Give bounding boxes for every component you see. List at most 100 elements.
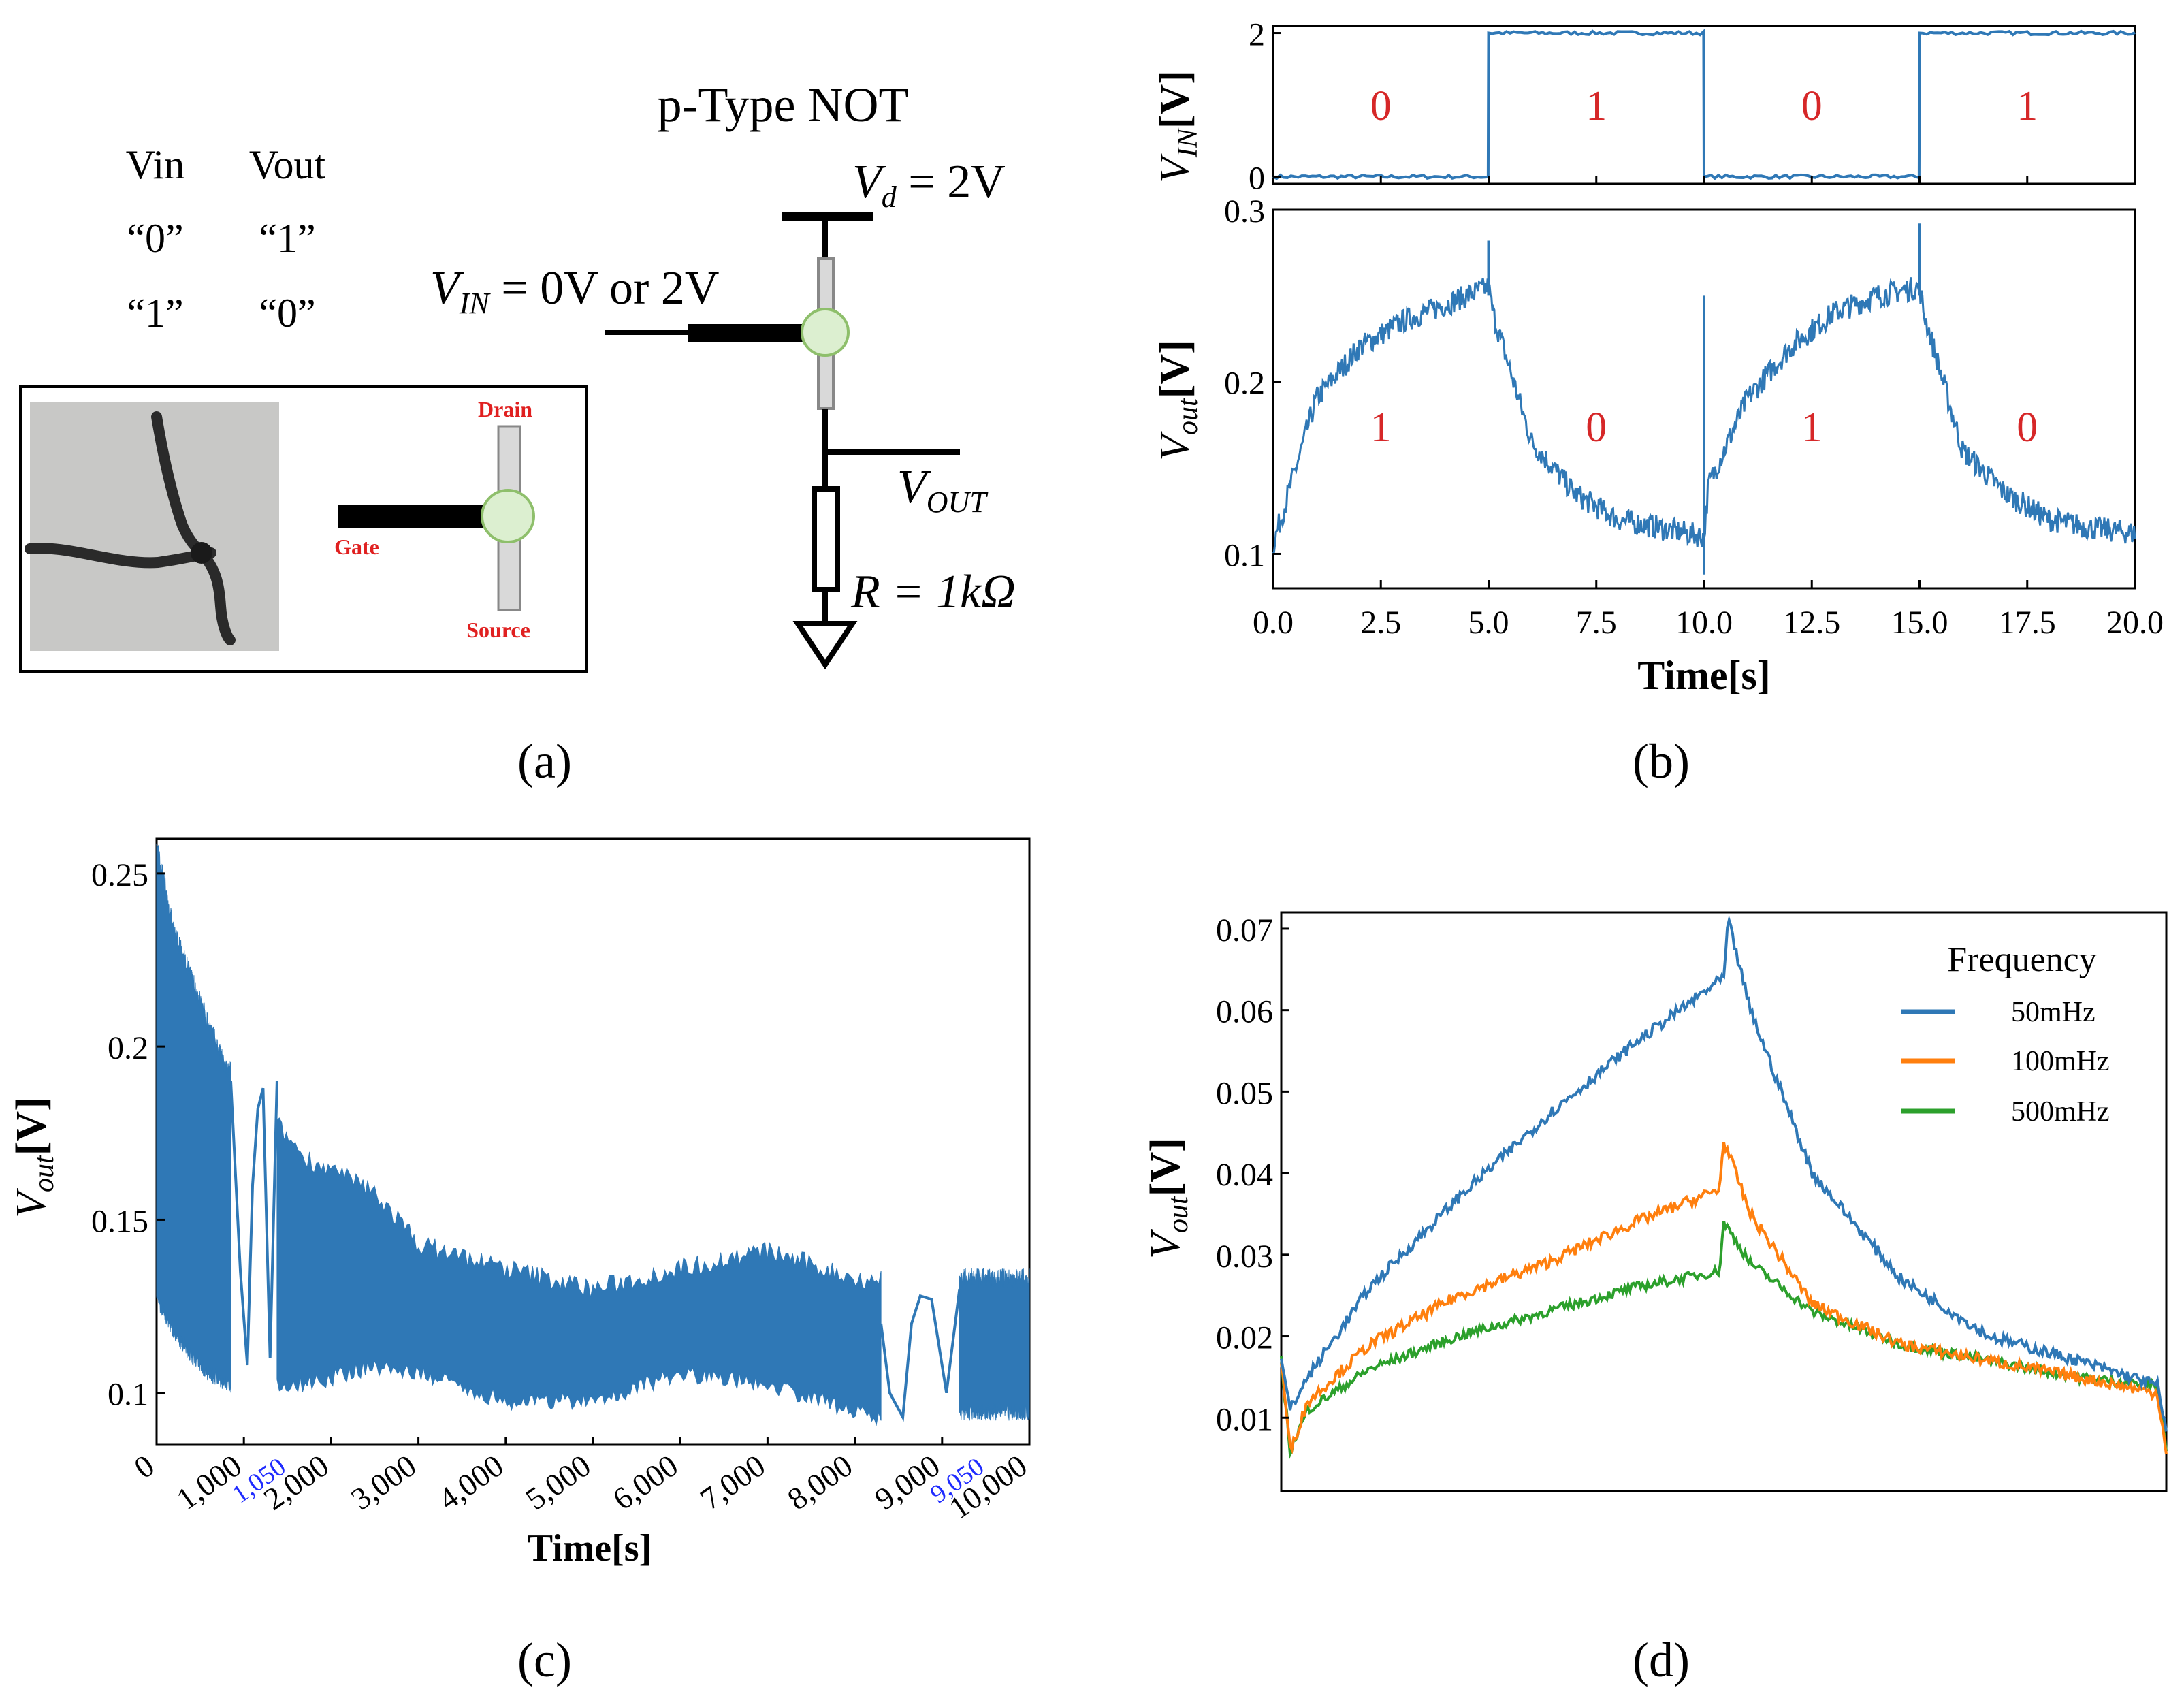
state-annotation: 0 [1586, 404, 1607, 451]
c-xtick-label: 0 [128, 1448, 161, 1485]
legend-label-50mhz: 50mHz [2011, 997, 2095, 1028]
c-xtick-label: 3,000 [344, 1448, 422, 1516]
b-top-ylabel: VIN[V] [1152, 70, 1204, 183]
state-annotation: 1 [1370, 404, 1392, 451]
vin-series-line [1272, 28, 2136, 180]
drain-label: Drain [478, 397, 532, 421]
b-bottom-xtick-label: 10.0 [1675, 605, 1733, 641]
b-bottom-plot: 0.0 2.5 5.0 7.5 10.0 12.5 15.0 17.5 20.0 0.1 0.2 0.… [1224, 193, 2164, 641]
b-bottom-xtick-label: 0.0 [1253, 605, 1294, 641]
truth-cell: “1” [127, 291, 183, 336]
b-top-y-tick-label: 0 [1249, 160, 1265, 196]
truth-header-vout: Vout [249, 142, 326, 187]
oscillation-band [276, 1117, 882, 1426]
series-line-500mhz [1280, 1221, 2168, 1460]
fiber-photo-strands [25, 411, 236, 645]
b-bottom-xtick-label: 20.0 [2106, 605, 2164, 641]
c-xtick-label: 4,000 [432, 1448, 510, 1516]
b-bottom-ylabel: Vout[V] [1152, 340, 1204, 461]
vout-label: VOUT [897, 461, 989, 519]
resistor [812, 486, 840, 592]
inset-gate-electrode [338, 505, 487, 528]
panel-label-c: (c) [517, 1633, 572, 1687]
b-top-y-tick-label: 2 [1249, 17, 1265, 53]
c-xtick-label: 5,000 [519, 1448, 597, 1516]
state-annotation: 1 [1586, 83, 1607, 129]
device-inset: Drain Gate Source [19, 385, 588, 673]
c-y-tick-label: 0.15 [91, 1203, 148, 1239]
d-y-tick-label: 0.01 [1216, 1401, 1273, 1437]
d-y-tick-label: 0.07 [1216, 912, 1273, 948]
truth-header-vin: Vin [126, 142, 184, 187]
device-photo [30, 402, 279, 651]
d-ylabel: Vout[V] [1142, 1138, 1194, 1259]
zoom-segment-line [229, 1081, 278, 1366]
b-bottom-xtick-label: 15.0 [1891, 605, 1948, 641]
b-bottom-xtick-label: 7.5 [1576, 605, 1617, 641]
c-plot: 0 1,000 2,000 3,000 4,000 5,000 6,000 7,000 8,00… [91, 843, 1033, 1526]
state-annotation: 0 [1370, 83, 1392, 129]
fiber-strand [196, 547, 236, 645]
b-bottom-xtick-label: 2.5 [1360, 605, 1401, 641]
r-label: R = 1kΩ [850, 566, 1016, 618]
gate-label: Gate [334, 534, 379, 559]
state-annotation: 1 [2017, 83, 2038, 129]
b-bottom-xtick-label: 5.0 [1468, 605, 1509, 641]
series-line-100mhz [1280, 1142, 2168, 1455]
vd-label: Vd = 2V [852, 156, 1006, 214]
d-y-tick-label: 0.06 [1216, 994, 1273, 1030]
c-xtick-label: 7,000 [694, 1448, 771, 1516]
c-ylabel: Vout[V] [8, 1097, 60, 1218]
c-y-tick-label: 0.25 [91, 857, 148, 893]
circuit: Vd = 2V VIN = 0V or 2V VOUT R = 1kΩ [430, 156, 1016, 670]
legend-label-500mhz: 500mHz [2011, 1096, 2110, 1128]
panel-label-a: (a) [517, 734, 572, 788]
b-xlabel: Time[s] [1637, 653, 1771, 698]
state-annotation: 0 [1801, 83, 1822, 129]
oscillation-band [156, 843, 231, 1393]
panel-a-title: p-Type NOT [658, 78, 909, 132]
vin-label: VIN = 0V or 2V [430, 262, 719, 320]
panel-c: 0 1,000 2,000 3,000 4,000 5,000 6,000 7,000 8,00… [8, 837, 1033, 1687]
d-y-tick-label: 0.04 [1216, 1157, 1273, 1193]
c-y-tick-label: 0.2 [108, 1030, 148, 1066]
d-y-tick-label: 0.05 [1216, 1075, 1273, 1111]
d-plot: 0.01 0.02 0.03 0.04 0.05 0.06 0.07 [1216, 912, 2168, 1460]
panel-label-d: (d) [1633, 1633, 1690, 1687]
state-annotation: 0 [2017, 404, 2038, 451]
c-xtick-label: 8,000 [781, 1448, 858, 1516]
b-bottom-y-tick-label: 0.3 [1224, 193, 1265, 229]
state-annotation: 1 [1801, 404, 1822, 451]
inset-node [481, 489, 535, 543]
oscillation-band [959, 1268, 1030, 1421]
panel-b: 020 1 0 1 0.0 2.5 5.0 7.5 10.0 12.5 15.0 17.5 20.00… [1152, 17, 2164, 788]
b-bottom-xtick-label: 12.5 [1783, 605, 1840, 641]
panel-a: p-Type NOT Vin Vout “0” “1” “1” “0” Vd =… [19, 78, 1016, 788]
series-line-50mhz [1280, 915, 2168, 1432]
b-bottom-xtick-label: 17.5 [1999, 605, 2056, 641]
legend-title: Frequency [1947, 940, 2096, 979]
d-y-tick-label: 0.03 [1216, 1238, 1273, 1275]
gate-electrode [688, 324, 809, 342]
legend-label-100mhz: 100mHz [2011, 1046, 2110, 1077]
c-xlabel: Time[s] [528, 1527, 652, 1569]
b-bottom-y-tick-label: 0.1 [1224, 537, 1265, 573]
fiber-junction [191, 542, 212, 564]
panel-label-b: (b) [1633, 734, 1690, 788]
truth-cell: “0” [127, 216, 183, 261]
ground-symbol [792, 621, 858, 670]
d-legend: Frequency 50mHz 100mHz 500mHz [1901, 940, 2110, 1128]
c-y-tick-label: 0.1 [108, 1377, 148, 1413]
panel-d: 0.01 0.02 0.03 0.04 0.05 0.06 0.07 Vout[V] Fre… [1142, 911, 2168, 1687]
d-y-tick-label: 0.02 [1216, 1320, 1273, 1356]
zoom-segment-line [880, 1288, 961, 1422]
d-frame [1280, 911, 2168, 1492]
truth-cell: “1” [259, 216, 315, 261]
c-xtick-label: 6,000 [607, 1448, 684, 1516]
b-bottom-y-tick-label: 0.2 [1224, 366, 1265, 402]
source-label: Source [466, 618, 530, 642]
b-top-plot: 0 2 0 1 0 1 [1249, 17, 2136, 196]
truth-cell: “0” [259, 291, 315, 336]
transistor-node [801, 308, 850, 357]
